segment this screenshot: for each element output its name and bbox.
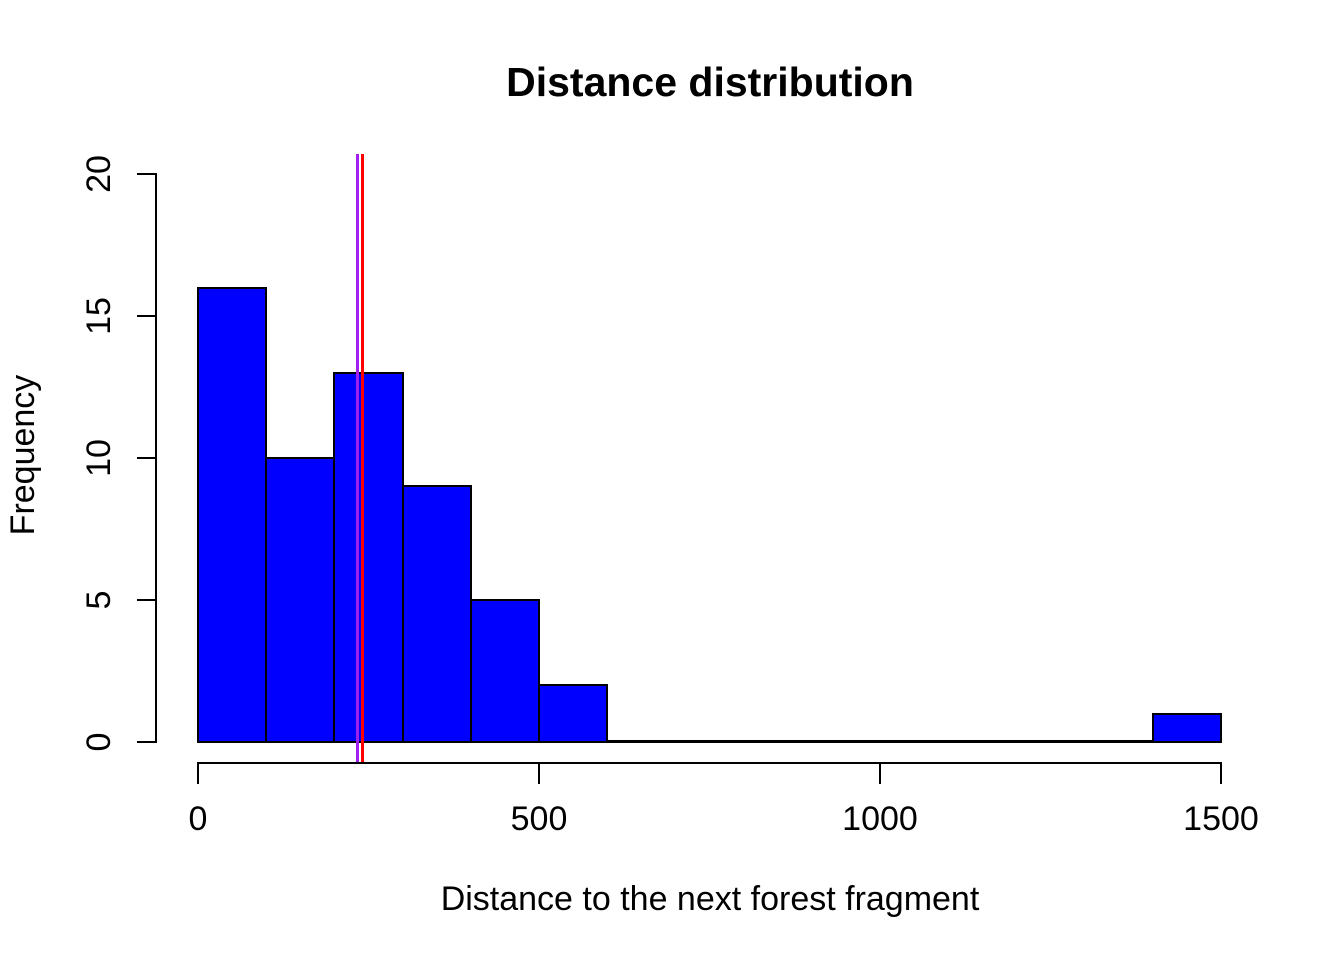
histogram-bar — [469, 599, 540, 743]
y-axis-tick — [137, 599, 157, 601]
chart-title: Distance distribution — [506, 59, 914, 105]
histogram-baseline — [197, 740, 1222, 743]
y-axis-tick-label: 0 — [80, 732, 118, 752]
y-axis-tick — [137, 457, 157, 459]
histogram-bar — [265, 457, 336, 743]
x-axis-tick — [538, 764, 540, 784]
y-axis-tick — [137, 741, 157, 743]
x-axis-tick-label: 1000 — [842, 800, 918, 838]
x-axis-tick-label: 1500 — [1183, 800, 1259, 838]
x-axis-label: Distance to the next forest fragment — [440, 880, 980, 918]
y-axis-tick-label: 15 — [80, 297, 118, 335]
y-axis-label: Frequency — [4, 374, 42, 536]
histogram-bar — [401, 485, 472, 743]
y-axis-tick-label: 5 — [80, 590, 118, 610]
reference-line-purple — [356, 154, 360, 763]
y-axis-tick-label: 10 — [80, 439, 118, 477]
y-axis-tick — [137, 173, 157, 175]
histogram-bar — [538, 684, 609, 743]
y-axis-tick — [137, 315, 157, 317]
reference-line-red — [360, 154, 364, 763]
x-axis-tick-label: 500 — [510, 800, 568, 838]
histogram-bar — [1151, 712, 1222, 743]
x-axis-tick-label: 0 — [188, 800, 208, 838]
x-axis-tick — [1220, 764, 1222, 784]
histogram-bar — [197, 286, 268, 743]
x-axis-line — [197, 762, 1222, 764]
x-axis-tick — [879, 764, 881, 784]
histogram-bar — [333, 371, 404, 743]
x-axis-tick — [197, 764, 199, 784]
y-axis-tick-label: 20 — [80, 155, 118, 193]
